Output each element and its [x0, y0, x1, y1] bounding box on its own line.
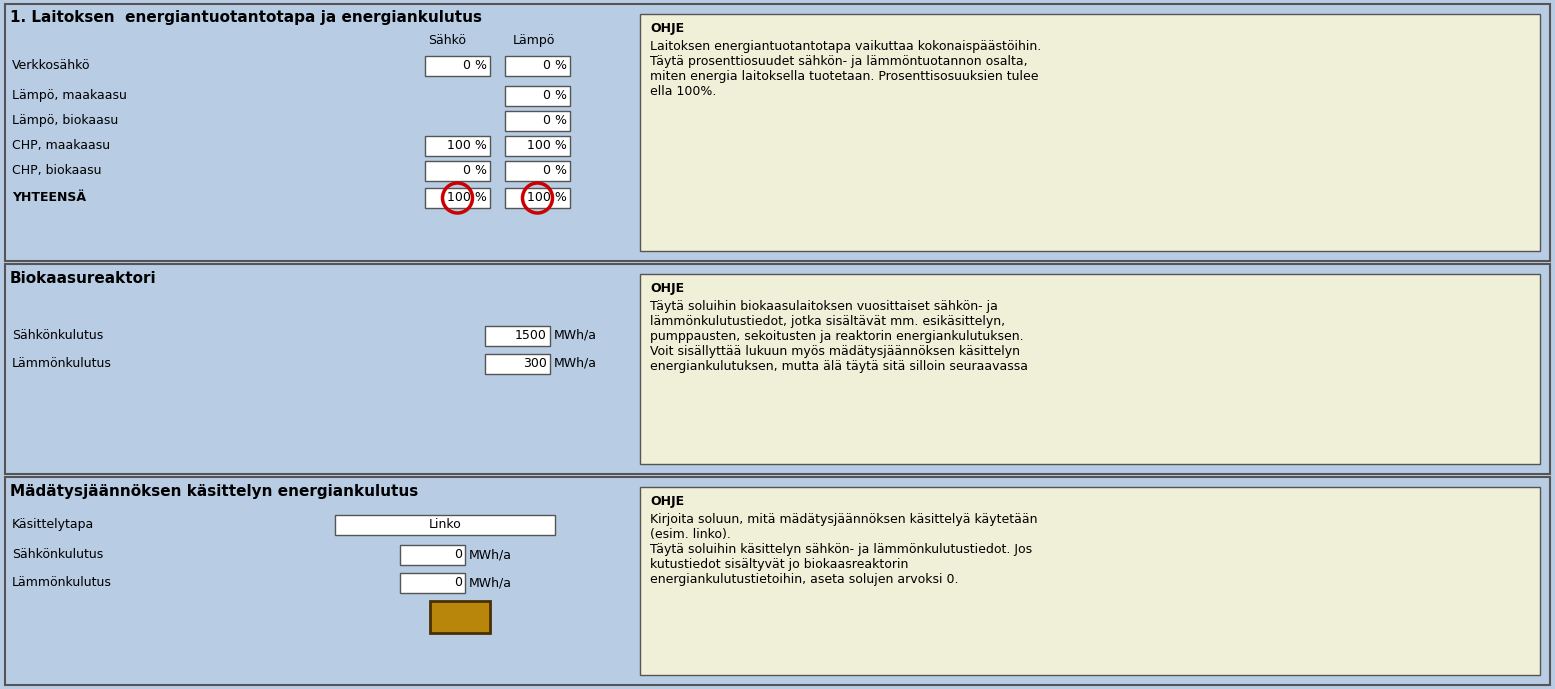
Bar — [425, 56, 490, 76]
Text: YHTEENSÄ: YHTEENSÄ — [12, 191, 86, 204]
Text: Sähkö: Sähkö — [428, 34, 466, 47]
Text: 0 %: 0 % — [543, 114, 568, 127]
Bar — [641, 274, 1539, 464]
Bar — [505, 111, 571, 131]
Text: 0 %: 0 % — [543, 164, 568, 177]
Bar — [5, 4, 1550, 261]
Text: 100 %: 100 % — [448, 191, 487, 204]
Text: 100 %: 100 % — [527, 139, 568, 152]
Text: 0: 0 — [454, 548, 462, 561]
Bar — [485, 354, 550, 374]
Text: 0: 0 — [454, 576, 462, 589]
Text: 100 %: 100 % — [448, 139, 487, 152]
Text: MWh/a: MWh/a — [554, 357, 597, 370]
Text: OHJE: OHJE — [650, 282, 684, 295]
Text: Täytä soluihin biokaasulaitoksen vuosittaiset sähkön- ja
lämmönkulutustiedot, jo: Täytä soluihin biokaasulaitoksen vuositt… — [650, 300, 1028, 373]
Text: Lämmönkulutus: Lämmönkulutus — [12, 357, 112, 370]
Text: 1. Laitoksen  energiantuotantotapa ja energiankulutus: 1. Laitoksen energiantuotantotapa ja ene… — [9, 10, 482, 25]
Text: Lämpö, biokaasu: Lämpö, biokaasu — [12, 114, 118, 127]
Text: OHJE: OHJE — [650, 22, 684, 35]
Text: 0 %: 0 % — [463, 164, 487, 177]
Text: MWh/a: MWh/a — [554, 329, 597, 342]
Bar — [505, 161, 571, 181]
Text: Verkkosähkö: Verkkosähkö — [12, 59, 90, 72]
Bar — [334, 515, 555, 535]
Bar — [485, 326, 550, 346]
Text: CHP, maakaasu: CHP, maakaasu — [12, 139, 110, 152]
Text: 1500: 1500 — [515, 329, 547, 342]
Text: 300: 300 — [522, 357, 547, 370]
Bar — [400, 573, 465, 593]
Text: Biokaasureaktori: Biokaasureaktori — [9, 271, 157, 286]
Text: Lämpö, maakaasu: Lämpö, maakaasu — [12, 89, 128, 102]
Bar — [425, 161, 490, 181]
Text: CHP, biokaasu: CHP, biokaasu — [12, 164, 101, 177]
Text: Laitoksen energiantuotantotapa vaikuttaa kokonaispäästöihin.
Täytä prosenttiosuu: Laitoksen energiantuotantotapa vaikuttaa… — [650, 40, 1042, 98]
Text: MWh/a: MWh/a — [470, 548, 512, 561]
Bar — [641, 487, 1539, 675]
Bar — [505, 136, 571, 156]
Bar — [505, 86, 571, 106]
Bar — [425, 188, 490, 208]
Bar — [505, 56, 571, 76]
Text: Lämpö: Lämpö — [513, 34, 555, 47]
Bar — [425, 136, 490, 156]
Text: OHJE: OHJE — [650, 495, 684, 508]
Text: 100 %: 100 % — [527, 191, 568, 204]
Bar — [641, 14, 1539, 251]
Text: Sähkönkulutus: Sähkönkulutus — [12, 329, 103, 342]
Bar — [431, 601, 490, 633]
Text: 0 %: 0 % — [543, 59, 568, 72]
Text: Linko: Linko — [429, 518, 462, 531]
Text: Käsittelytapa: Käsittelytapa — [12, 518, 95, 531]
Bar — [505, 188, 571, 208]
Bar — [400, 545, 465, 565]
Text: MWh/a: MWh/a — [470, 576, 512, 589]
Text: Kirjoita soluun, mitä mädätysjäännöksen käsittelyä käytetään
(esim. linko).
Täyt: Kirjoita soluun, mitä mädätysjäännöksen … — [650, 513, 1037, 586]
Text: 0 %: 0 % — [463, 59, 487, 72]
Bar — [5, 264, 1550, 474]
Text: Lämmönkulutus: Lämmönkulutus — [12, 576, 112, 589]
Text: 0 %: 0 % — [543, 89, 568, 102]
Bar — [5, 477, 1550, 685]
Text: Sähkönkulutus: Sähkönkulutus — [12, 548, 103, 561]
Text: Mädätysjäännöksen käsittelyn energiankulutus: Mädätysjäännöksen käsittelyn energiankul… — [9, 484, 418, 499]
